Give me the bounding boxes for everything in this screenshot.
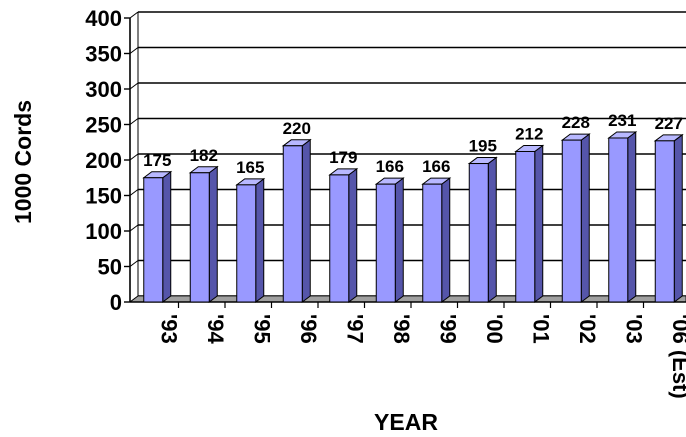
bar — [421, 177, 452, 303]
bar-side — [394, 177, 404, 303]
data-label: 227 — [655, 114, 683, 133]
bar-side — [534, 144, 544, 303]
grid-line-side — [129, 153, 139, 161]
data-label: 220 — [283, 119, 311, 138]
grid-line-side — [129, 118, 139, 125]
x-tick-label: '97 — [342, 314, 367, 344]
data-label: 166 — [422, 157, 450, 176]
y-tick-label: 300 — [85, 77, 122, 102]
grid-line-side — [129, 11, 139, 19]
y-tick-labels: 0 50 100 150 200 250 300 350 400 — [85, 6, 122, 315]
bar — [281, 138, 312, 303]
bar-front — [329, 174, 350, 303]
bar-front — [515, 150, 536, 303]
axes — [124, 17, 686, 308]
bar-side — [673, 133, 683, 303]
y-tick-label: 200 — [85, 148, 122, 173]
bar-side — [208, 165, 218, 303]
x-axis-title: YEAR — [374, 409, 438, 435]
grid-line-side — [129, 260, 139, 267]
bar-side — [162, 170, 172, 303]
bar-side — [627, 130, 637, 303]
bar-side — [580, 133, 590, 303]
data-label: 212 — [515, 124, 543, 143]
bar-front — [143, 177, 164, 303]
bar-front — [375, 183, 396, 303]
y-tick-label: 400 — [85, 6, 122, 31]
bar-front — [189, 172, 210, 303]
bar-front — [468, 163, 489, 303]
bar-side — [487, 156, 497, 303]
bar — [560, 133, 591, 303]
bar — [514, 144, 545, 303]
y-tick-label: 50 — [98, 255, 122, 280]
bars — [142, 130, 684, 303]
bar-front — [422, 183, 443, 303]
y-tick-label: 0 — [110, 290, 122, 315]
x-tick-label: '01 — [528, 314, 553, 344]
y-tick-label: 350 — [85, 42, 122, 67]
bar-side — [348, 167, 358, 303]
x-tick-label: '93 — [156, 314, 181, 344]
data-label: 195 — [469, 137, 497, 156]
y-tick-label: 100 — [85, 219, 122, 244]
data-labels: 175 182 165 220 179 166 166 195 212 228 231 227 — [143, 111, 683, 177]
bar-front — [282, 145, 303, 303]
bar-side — [255, 177, 265, 303]
y-tick-label: 150 — [85, 184, 122, 209]
y-axis-title: 1000 Cords — [10, 100, 36, 224]
bar-side — [441, 177, 451, 303]
x-tick-label: '06 (Est) — [668, 314, 686, 399]
bar — [607, 130, 638, 303]
x-tick-label: '99 — [435, 314, 460, 344]
bar — [188, 165, 219, 303]
bar-side — [301, 138, 311, 303]
data-label: 165 — [236, 158, 264, 177]
bar — [235, 177, 266, 303]
x-tick-label: '96 — [296, 314, 321, 344]
bar — [374, 177, 405, 303]
x-tick-label: '95 — [249, 314, 274, 344]
x-tick-label: '02 — [575, 314, 600, 344]
x-tick-label: '98 — [389, 314, 414, 344]
x-tick-label: '94 — [203, 314, 228, 344]
bar — [328, 167, 359, 303]
bar-front — [608, 137, 629, 303]
data-label: 182 — [190, 146, 218, 165]
bar-front — [561, 139, 582, 303]
grid-line-side — [129, 82, 139, 90]
y-tick-label: 250 — [85, 113, 122, 138]
grid-lines — [129, 11, 686, 303]
data-label: 166 — [376, 157, 404, 176]
x-tick-label: '00 — [482, 314, 507, 344]
data-label: 228 — [562, 113, 590, 132]
grid-line-side — [129, 189, 139, 196]
bar — [467, 156, 498, 303]
data-label: 179 — [329, 148, 357, 167]
x-tick-label: '03 — [621, 314, 646, 344]
grid-line-side — [129, 224, 139, 232]
bar-front — [236, 184, 257, 303]
grid-line-side — [129, 47, 139, 54]
bar — [142, 170, 173, 303]
x-tick-labels: '93 '94 '95 '96 '97 '98 '99 '00 '01 '02 '03 '06 (Es… — [156, 314, 686, 399]
bar — [653, 133, 684, 303]
bar-front — [654, 140, 675, 303]
data-label: 175 — [143, 151, 171, 170]
data-label: 231 — [608, 111, 636, 130]
